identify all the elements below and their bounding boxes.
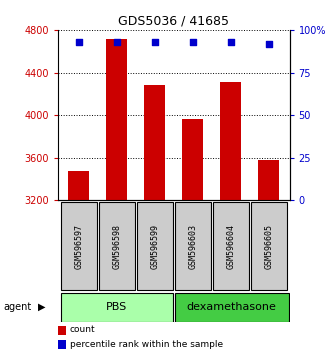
Bar bbox=[220, 82, 241, 200]
Point bbox=[152, 39, 158, 45]
Bar bbox=[213, 202, 249, 290]
Point bbox=[228, 39, 233, 45]
Text: GSM596605: GSM596605 bbox=[264, 223, 273, 269]
Text: GSM596604: GSM596604 bbox=[226, 223, 235, 269]
Bar bbox=[99, 202, 135, 290]
Text: dexamethasone: dexamethasone bbox=[187, 302, 277, 312]
Bar bbox=[61, 293, 173, 321]
Text: GSM596599: GSM596599 bbox=[150, 223, 159, 269]
Point bbox=[190, 39, 195, 45]
Bar bbox=[251, 202, 287, 290]
Text: PBS: PBS bbox=[106, 302, 127, 312]
Bar bbox=[69, 171, 89, 200]
Text: agent: agent bbox=[3, 302, 31, 312]
Text: GSM596597: GSM596597 bbox=[74, 223, 83, 269]
Bar bbox=[175, 202, 211, 290]
Point bbox=[114, 39, 119, 45]
Text: count: count bbox=[70, 325, 95, 335]
Bar bbox=[144, 85, 165, 200]
Text: GSM596603: GSM596603 bbox=[188, 223, 197, 269]
Bar bbox=[175, 293, 289, 321]
Point bbox=[266, 41, 271, 46]
Text: ▶: ▶ bbox=[38, 302, 46, 312]
Bar bbox=[106, 39, 127, 200]
Title: GDS5036 / 41685: GDS5036 / 41685 bbox=[118, 15, 229, 28]
Bar bbox=[61, 202, 97, 290]
Text: percentile rank within the sample: percentile rank within the sample bbox=[70, 339, 223, 349]
Bar bbox=[182, 119, 203, 200]
Bar bbox=[258, 160, 279, 200]
Point bbox=[76, 39, 81, 45]
Bar bbox=[137, 202, 173, 290]
Text: GSM596598: GSM596598 bbox=[112, 223, 121, 269]
